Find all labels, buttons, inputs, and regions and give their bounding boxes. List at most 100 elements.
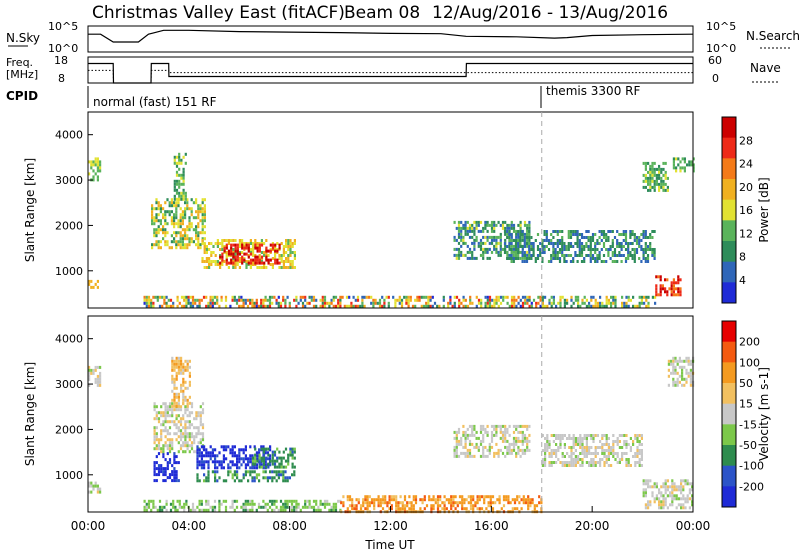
heatmap-cell-12 [649,503,652,507]
heatmap-cell-7 [218,476,221,480]
colorbar-swatch [722,199,736,221]
heatmap-cell-2 [184,201,187,205]
heatmap-cell-9 [570,298,573,302]
heatmap-cell-5 [243,258,246,262]
heatmap-cell-6 [438,304,441,308]
heatmap-cell-5 [209,457,212,461]
heatmap-cell-3 [168,426,172,430]
heatmap-cell-8 [207,508,210,512]
heatmap-cell-3 [162,402,165,406]
heatmap-cell-9 [452,504,455,508]
heatmap-cell-8 [326,502,329,506]
heatmap-cell-11 [594,449,597,452]
heatmap-cell-8 [299,508,302,512]
heatmap-cell-8 [556,242,559,245]
heatmap-cell-7 [482,235,485,239]
heatmap-cell-8 [528,248,531,251]
heatmap-cell-11 [679,160,682,164]
heatmap-cell-9 [348,498,352,502]
heatmap-cell-5 [227,445,230,449]
heatmap-cell-11 [616,455,619,458]
heatmap-cell-10 [521,430,524,434]
heatmap-cell-4 [293,239,296,242]
heatmap-cell-8 [282,505,285,509]
heatmap-cell-13 [667,368,670,372]
heatmap-cell-7 [477,220,480,224]
heatmap-cell-2 [201,216,204,220]
heatmap-cell-9 [384,495,387,499]
heatmap-cell-3 [190,432,194,436]
heatmap-cell-2 [190,222,193,226]
heatmap-cell-9 [461,504,464,508]
heatmap-cell-10 [517,451,520,455]
heatmap-cell-8 [646,245,650,248]
heatmap-cell-11 [688,163,691,167]
heatmap-cell-12 [647,485,650,489]
heatmap-cell-11 [634,452,637,455]
heatmap-cell-3 [197,432,200,436]
heatmap-cell-11 [607,455,610,458]
heatmap-cell-6 [442,304,445,308]
heatmap-cell-4 [188,395,191,399]
heatmap-cell-8 [598,251,601,254]
heatmap-cell-8 [178,499,181,503]
heatmap-cell-6 [150,301,153,305]
heatmap-cell-3 [168,405,172,409]
heatmap-cell-11 [555,455,558,458]
heatmap-cell-0 [88,365,91,369]
heatmap-cell-11 [599,464,602,467]
heatmap-cell-10 [473,433,476,437]
heatmap-cell-8 [644,242,647,245]
heatmap-cell-4 [212,260,215,263]
heatmap-cell-7 [453,238,456,242]
heatmap-cell-12 [671,497,674,501]
heatmap-cell-3 [184,441,187,445]
heatmap-cell-6 [304,298,307,302]
heatmap-cell-6 [304,304,307,308]
colorbar-frame [721,320,737,508]
heatmap-cell-2 [184,228,187,232]
heatmap-cell-6 [187,298,190,302]
heatmap-cell-2 [153,470,156,474]
heatmap-cell-9 [469,504,473,508]
heatmap-cell-9 [563,301,566,305]
heatmap-cell-7 [242,473,245,477]
heatmap-cell-12 [684,500,687,504]
heatmap-cell-11 [581,437,584,440]
heatmap-cell-5 [196,460,199,464]
heatmap-cell-5 [232,261,235,265]
heatmap-cell-2 [197,237,200,241]
heatmap-cell-8 [550,257,553,260]
heatmap-cell-8 [260,505,263,509]
heatmap-cell-2 [175,240,178,244]
heatmap-cell-5 [260,243,264,247]
heatmap-cell-11 [552,434,555,437]
heatmap-cell-8 [587,254,590,257]
heatmap-cell-12 [671,488,674,492]
heatmap-cell-2 [190,237,193,241]
heatmap-cell-11 [581,446,584,449]
heatmap-cell-4 [225,257,228,260]
heatmap-cell-2 [201,219,204,223]
heatmap-cell-6 [180,295,184,299]
heatmap-cell-12 [651,161,654,165]
heatmap-cell-8 [578,248,581,251]
heatmap-cell-6 [282,450,285,454]
heatmap-cell-5 [225,243,228,247]
heatmap-cell-4 [289,251,292,254]
heatmap-cell-11 [607,452,610,455]
heatmap-cell-2 [181,222,184,226]
heatmap-cell-4 [276,242,279,245]
heatmap-cell-6 [462,295,465,299]
heatmap-cell-3 [168,402,172,406]
heatmap-cell-8 [528,233,531,236]
heatmap-cell-6 [469,295,472,299]
heatmap-cell-4 [223,245,226,248]
heatmap-cell-6 [301,301,305,305]
heatmap-cell-0 [88,368,91,372]
heatmap-cell-11 [640,452,643,455]
heatmap-cell-5 [227,261,231,265]
heatmap-cell-4 [219,266,222,269]
heatmap-cell-2 [153,207,156,211]
heatmap-cell-6 [306,301,309,305]
